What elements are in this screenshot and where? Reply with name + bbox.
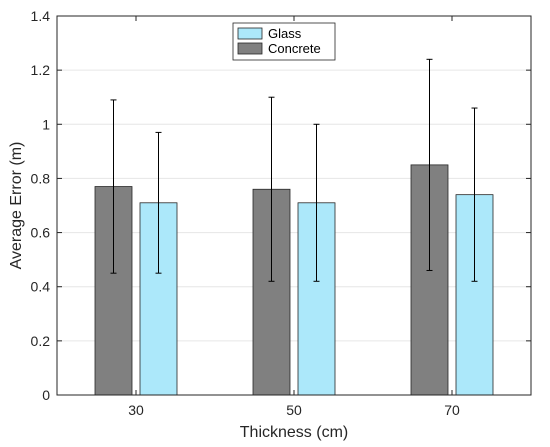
error-bars: [110, 58, 478, 282]
y-axis-ticks: 0 0.2 0.4 0.6 0.8 1 1.2 1.4: [31, 8, 531, 403]
error-bar-glass-30: [155, 131, 162, 274]
y-tick-label: 1.4: [31, 8, 51, 24]
error-bar-glass-50: [313, 123, 320, 282]
legend-swatch-glass: [237, 27, 263, 40]
error-bar-concrete-70: [426, 58, 433, 271]
y-tick-label: 1.2: [31, 62, 51, 78]
error-bar-glass-70: [471, 107, 478, 282]
error-bar-concrete-30: [110, 99, 117, 274]
legend-label-glass: Glass: [268, 26, 302, 41]
x-tick-label: 70: [444, 402, 460, 418]
grid-lines: [57, 69, 531, 342]
y-tick-label: 1: [42, 116, 50, 132]
y-axis-label: Average Error (m): [8, 142, 25, 270]
legend-swatch-concrete: [237, 42, 263, 55]
y-tick-label: 0.2: [31, 333, 51, 349]
y-tick-label: 0.4: [31, 279, 51, 295]
x-tick-label: 30: [128, 402, 144, 418]
x-axis-ticks: 30 50 70: [128, 16, 460, 418]
error-bar-concrete-50: [268, 96, 275, 282]
legend-label-concrete: Concrete: [268, 41, 321, 56]
y-tick-label: 0.6: [31, 225, 51, 241]
bars: [94, 164, 494, 396]
y-tick-label: 0: [42, 387, 50, 403]
x-axis-label: Thickness (cm): [240, 424, 348, 441]
y-tick-label: 0.8: [31, 170, 51, 186]
x-tick-label: 50: [286, 402, 302, 418]
